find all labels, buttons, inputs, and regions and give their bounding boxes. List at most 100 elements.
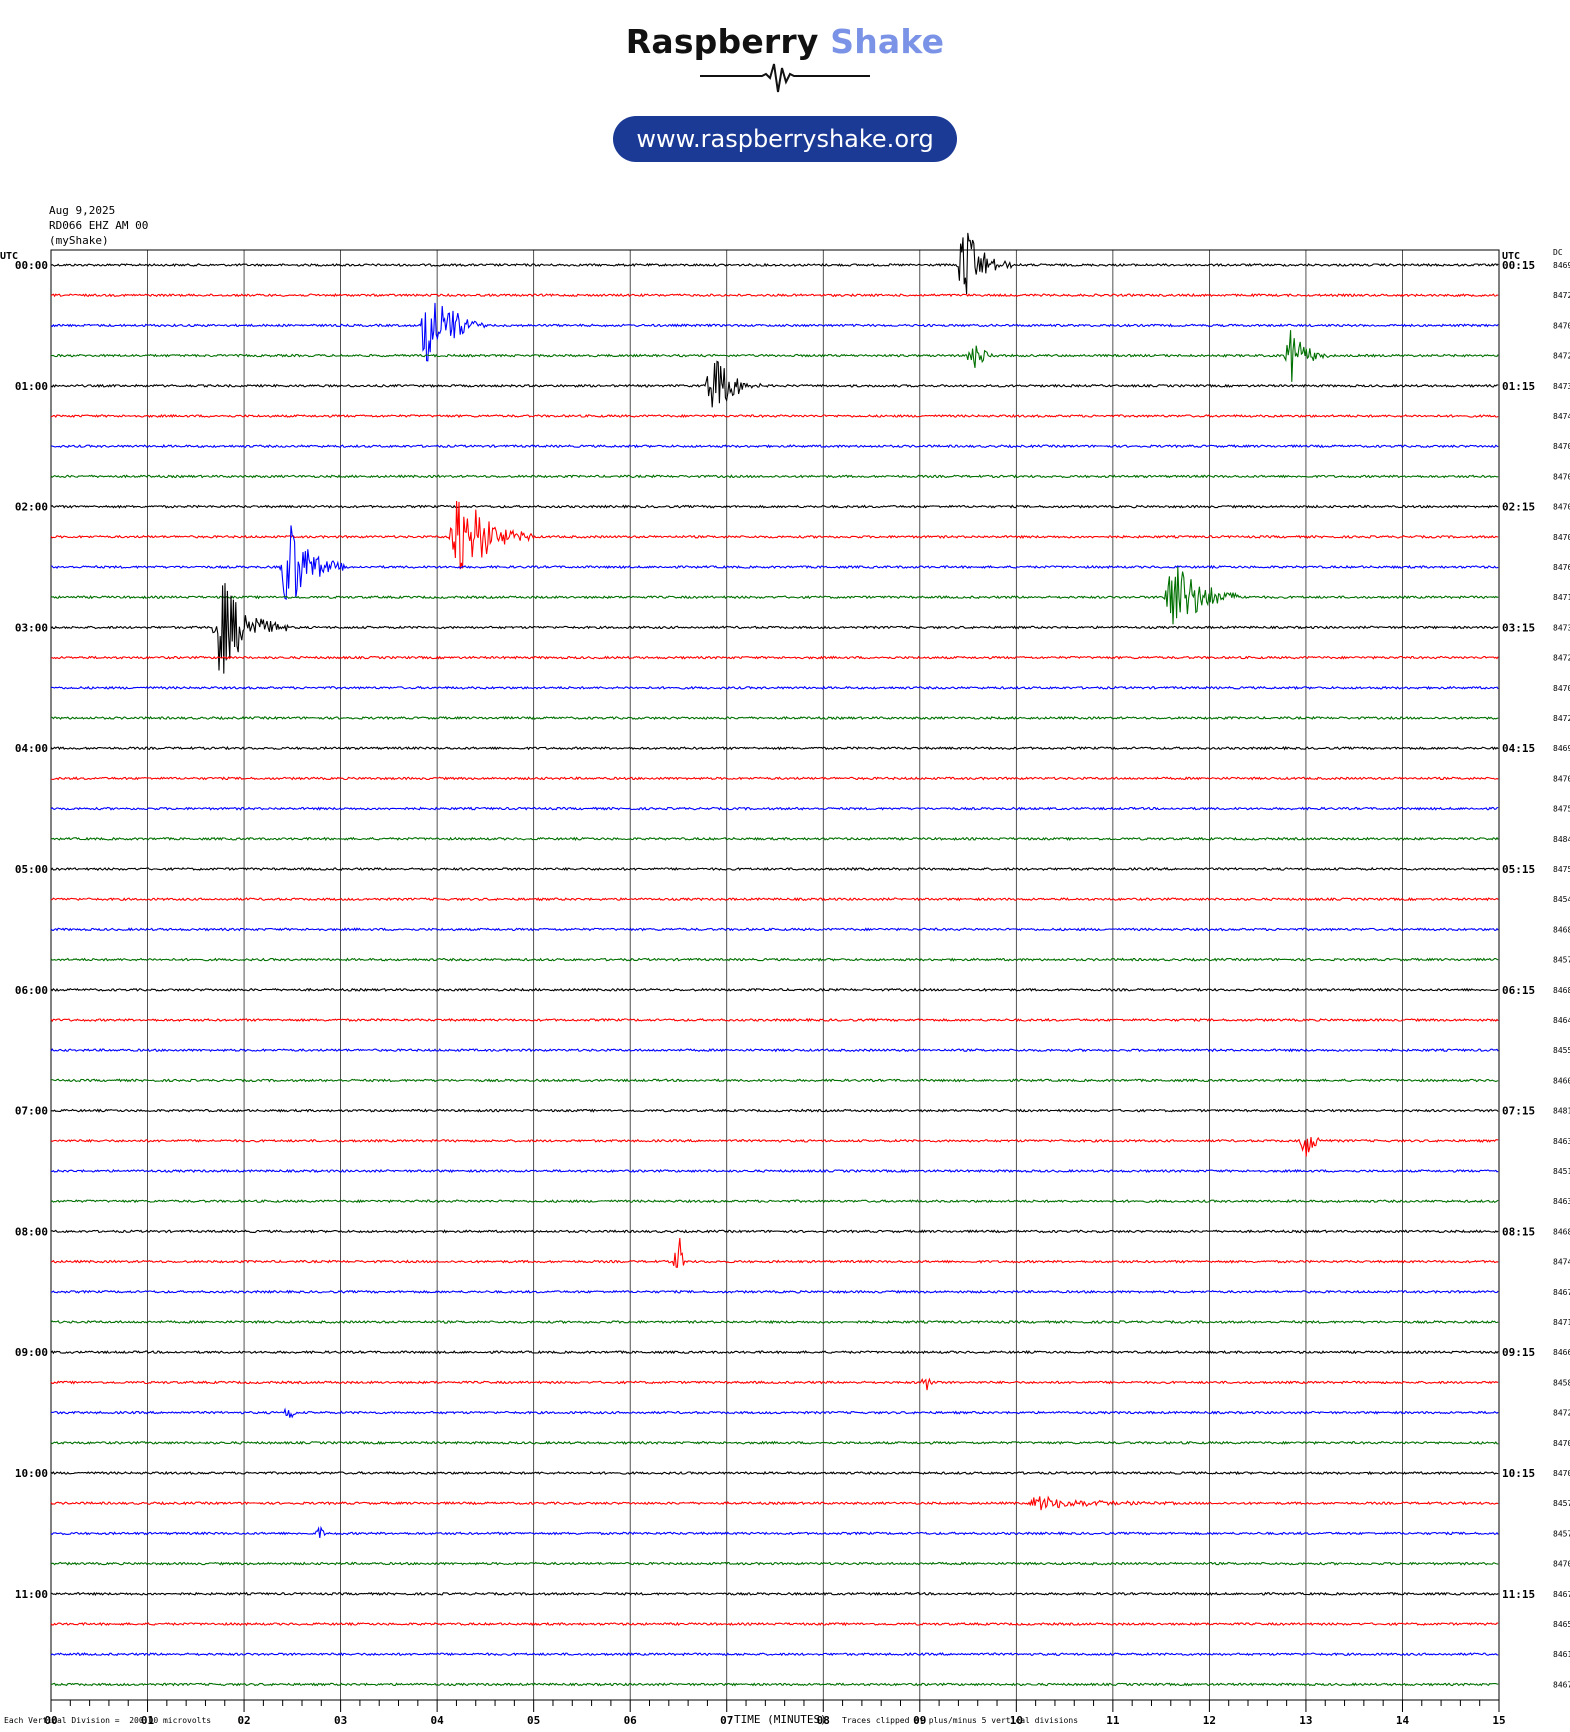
hour-label-left: 04:00	[15, 742, 48, 755]
dc-offset-label: 8470	[1553, 774, 1570, 783]
hour-label-left: 02:00	[15, 501, 48, 514]
seismic-trace	[50, 500, 1499, 570]
seismic-trace	[50, 1289, 1499, 1295]
dc-offset-label: 8470	[1553, 533, 1570, 542]
seismic-trace	[50, 1237, 1499, 1268]
website-link[interactable]: www.raspberryshake.org	[613, 116, 957, 162]
hour-label-left: 08:00	[15, 1225, 48, 1238]
hour-label-right: 07:15	[1502, 1105, 1535, 1118]
brand-name-light: Shake	[830, 22, 945, 61]
dc-offset-label: 8460	[1553, 1076, 1570, 1085]
hour-label-left: 10:00	[15, 1467, 48, 1480]
dc-offset-label: 8470	[1553, 442, 1570, 451]
scale-note: Each Vertical Division = 200.00 microvol…	[4, 1716, 211, 1725]
seismic-trace	[50, 1350, 1499, 1355]
dc-offset-label: 8464	[1553, 1016, 1570, 1025]
station-id: RD066 EHZ AM 00	[49, 219, 149, 232]
x-tick-label: 00	[44, 1714, 57, 1727]
dc-offset-label: 8472	[1553, 291, 1570, 300]
seismic-trace	[51, 1078, 1499, 1083]
dc-offset-label: 8470	[1553, 321, 1570, 330]
seismic-trace	[50, 360, 1499, 408]
x-tick-label: 06	[624, 1714, 638, 1727]
seismic-trace	[50, 1407, 1499, 1419]
dc-offset-label: 8467	[1553, 1590, 1570, 1599]
dc-offset-label: 8470	[1553, 472, 1570, 481]
x-tick-label: 10	[1010, 1714, 1023, 1727]
seismogram-logo-icon	[700, 63, 870, 93]
seismic-trace	[50, 745, 1499, 751]
dc-offset-label: 8468	[1553, 925, 1570, 934]
x-axis-title: TIME (MINUTES)	[734, 1713, 827, 1726]
x-tick-label: 12	[1203, 1714, 1216, 1727]
dc-offset-label: 8484	[1553, 835, 1570, 844]
seismic-trace	[50, 302, 1499, 362]
station-metadata: Aug 9,2025 RD066 EHZ AM 00 (myShake)	[49, 203, 148, 248]
seismic-trace	[50, 1199, 1499, 1204]
seismic-trace	[50, 806, 1499, 811]
hour-label-right: 09:15	[1502, 1346, 1535, 1359]
dc-offset-label: 8463	[1553, 1197, 1570, 1206]
dc-offset-label: 8475	[1553, 805, 1570, 814]
dc-offset-label: 8455	[1553, 1046, 1570, 1055]
dc-offset-label: 8454	[1553, 895, 1570, 904]
dc-offset-label: 8467	[1553, 1680, 1570, 1689]
hour-label-right: 05:15	[1502, 863, 1535, 876]
hour-label-left: 06:00	[15, 984, 48, 997]
dc-offset-label: 8471	[1553, 1318, 1570, 1327]
x-tick-label: 08	[817, 1714, 830, 1727]
seismic-trace	[50, 293, 1499, 298]
seismic-trace	[50, 776, 1499, 781]
dc-offset-label: 8470	[1553, 1439, 1570, 1448]
dc-offset-label: 8476	[1553, 563, 1570, 572]
seismic-trace	[50, 1168, 1499, 1174]
seismic-trace	[50, 836, 1499, 842]
station-owner: (myShake)	[49, 234, 109, 247]
hour-label-left: 03:00	[15, 621, 48, 634]
x-tick-label: 13	[1299, 1714, 1312, 1727]
dc-offset-label: 8457	[1553, 956, 1570, 965]
x-tick-label: 09	[913, 1714, 926, 1727]
dc-offset-label: 8470	[1553, 503, 1570, 512]
dc-offset-label: 8461	[1553, 1650, 1570, 1659]
dc-offset-label: 8466	[1553, 1348, 1570, 1357]
dc-offset-label: 8472	[1553, 1409, 1570, 1418]
dc-offset-label: 8473	[1553, 623, 1570, 632]
dc-offset-label: 8457	[1553, 1499, 1570, 1508]
hour-label-left: 01:00	[15, 380, 48, 393]
seismic-trace	[50, 987, 1499, 992]
x-tick-label: 03	[334, 1714, 347, 1727]
seismic-trace	[50, 866, 1499, 872]
hour-label-right: 01:15	[1502, 380, 1535, 393]
plot-frame	[50, 249, 1500, 1701]
seismic-trace	[50, 1591, 1499, 1596]
seismic-trace	[50, 525, 1499, 601]
dc-offset-label: 8472	[1553, 352, 1570, 361]
seismic-trace	[50, 474, 1499, 479]
hour-label-right: 06:15	[1502, 984, 1535, 997]
dc-offset-label: 8471	[1553, 593, 1570, 602]
dc-offset-label: 8470	[1553, 1560, 1570, 1569]
record-date: Aug 9,2025	[49, 204, 116, 217]
right-axis-label: UTC	[1502, 251, 1520, 262]
hour-label-right: 00:15	[1502, 259, 1535, 272]
x-tick-label: 04	[431, 1714, 445, 1727]
dc-offset-label: 8473	[1553, 382, 1570, 391]
hour-label-right: 08:15	[1502, 1225, 1535, 1238]
dc-offset-label: 8465	[1553, 1620, 1570, 1629]
hour-label-right: 02:15	[1502, 501, 1535, 514]
dc-offset-label: 8472	[1553, 654, 1570, 663]
x-tick-label: 02	[237, 1714, 250, 1727]
seismic-trace	[50, 413, 1499, 419]
seismic-trace	[50, 504, 1499, 509]
x-tick-label: 15	[1492, 1714, 1505, 1727]
dc-offset-label: 8475	[1553, 865, 1570, 874]
seismic-trace	[50, 1229, 1499, 1234]
dc-offset-label: 8469	[1553, 744, 1570, 753]
seismic-trace	[50, 1682, 1499, 1687]
seismic-trace	[50, 1495, 1499, 1511]
dc-offset-label: 8467	[1553, 1288, 1570, 1297]
dc-offset-label: 8468	[1553, 986, 1570, 995]
seismic-trace	[50, 957, 1499, 962]
